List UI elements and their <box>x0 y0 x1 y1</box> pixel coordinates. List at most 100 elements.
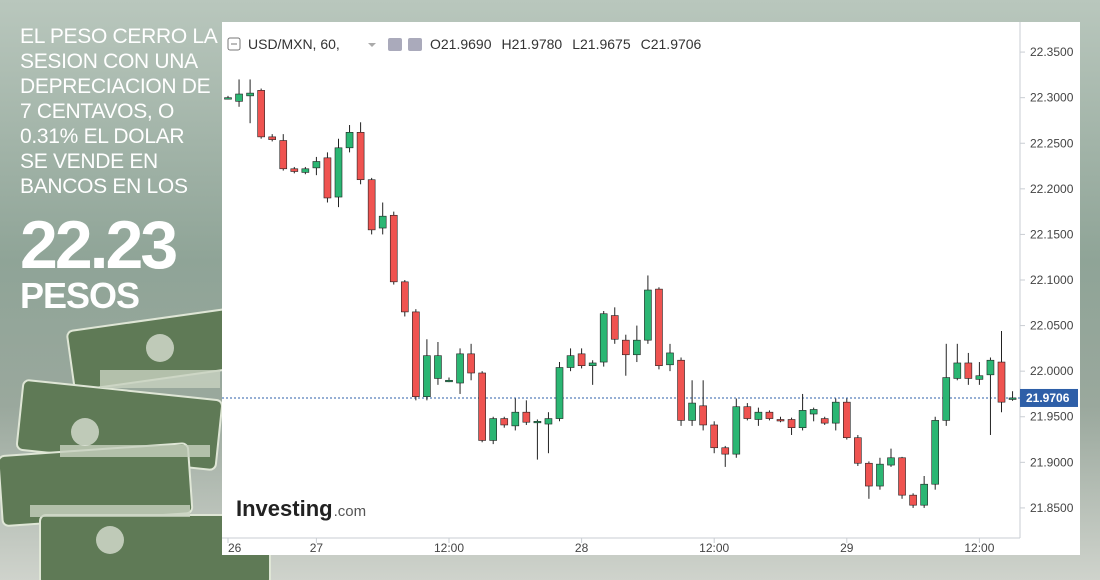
candle-body <box>975 375 984 380</box>
candle-body <box>312 161 321 169</box>
candle-body <box>434 355 442 379</box>
candle-body <box>345 132 354 149</box>
symbol: USD/MXN, 60, <box>248 36 340 52</box>
candle-body <box>699 405 707 426</box>
candle-body <box>633 339 641 356</box>
candle-body <box>898 457 906 496</box>
candle-body <box>423 355 431 397</box>
candle-body <box>577 353 586 366</box>
headline-price: 22.23 <box>20 207 178 283</box>
candle-body <box>445 379 453 383</box>
candle-body <box>522 411 531 423</box>
collapse-button[interactable] <box>227 37 241 51</box>
eye-icon[interactable] <box>388 38 402 51</box>
candle-body <box>931 420 940 485</box>
candle-body <box>666 352 674 366</box>
candle-body <box>655 288 663 366</box>
headline: EL PESO CERRO LA SESION CON UNA DEPRECIACI… <box>20 24 220 315</box>
chart-background <box>222 22 1080 555</box>
candle-body <box>599 313 608 363</box>
candle-body <box>588 362 597 366</box>
candle-body <box>942 377 951 421</box>
candle-body <box>257 90 265 138</box>
settings-icon[interactable] <box>408 38 422 51</box>
x-tick-label: 29 <box>840 541 854 555</box>
candle-body <box>323 157 332 199</box>
candle-body <box>367 179 376 231</box>
candle-body <box>865 462 873 487</box>
dropdown[interactable] <box>368 43 376 47</box>
x-tick-label: 12:00 <box>964 541 994 555</box>
y-tick-label: 21.8500 <box>1030 501 1074 515</box>
candle-body <box>224 97 232 100</box>
headline-line: SESION CON UNA <box>20 50 198 73</box>
headline-line: 7 CENTAVOS, O <box>20 100 175 123</box>
candle-body <box>389 214 398 283</box>
candle-body <box>500 418 509 426</box>
candle-body <box>334 147 343 198</box>
headline-unit: PESOS <box>20 275 140 316</box>
x-tick-label: 27 <box>310 541 324 555</box>
candle-body <box>511 411 520 427</box>
y-tick-label: 22.0000 <box>1030 364 1074 378</box>
x-tick-label: 26 <box>228 541 242 555</box>
candle-body <box>953 362 962 379</box>
candle-body <box>798 410 807 428</box>
headline-line: DEPRECIACION DE <box>20 75 211 98</box>
candle-body <box>787 419 796 428</box>
chart: USD/MXN, 60, Investing .com O21.9690 H21.… <box>222 22 1080 555</box>
candle-body <box>356 132 365 181</box>
candle-body <box>854 437 862 464</box>
candle-body <box>964 362 973 379</box>
candle-body <box>489 418 498 441</box>
candle-body <box>301 168 310 173</box>
y-tick-label: 22.3500 <box>1030 45 1074 59</box>
candle-body <box>842 401 851 439</box>
x-tick-label: 12:00 <box>434 541 464 555</box>
last-price-badge <box>1020 388 1078 407</box>
y-tick-label: 21.9000 <box>1030 455 1074 469</box>
candle-body <box>246 92 254 97</box>
candle-body <box>378 215 387 229</box>
candle-body <box>710 424 719 449</box>
candle-body <box>765 411 774 419</box>
ohlc-label: H21.9780 <box>502 36 563 52</box>
watermark: Investing <box>236 496 333 521</box>
candle-body <box>754 411 763 420</box>
candle-body <box>997 361 1006 403</box>
candle-body <box>776 419 785 422</box>
last-price-label: 21.9706 <box>1026 391 1070 405</box>
x-tick-label: 12:00 <box>699 541 729 555</box>
y-tick-label: 22.2000 <box>1030 182 1074 196</box>
candle-body <box>478 372 486 441</box>
candle-body <box>566 355 575 368</box>
candle-body <box>456 353 464 384</box>
headline-line: EL PESO CERRO LA <box>20 25 218 48</box>
candle-body <box>920 483 928 506</box>
candle-body <box>544 418 553 425</box>
candle-body <box>809 409 818 415</box>
x-tick-label: 28 <box>575 541 589 555</box>
y-tick-label: 22.3000 <box>1030 91 1074 105</box>
candle-body <box>268 136 277 140</box>
ohlc-label: L21.9675 <box>572 36 631 52</box>
candle-body <box>887 457 895 466</box>
candle-body <box>732 406 741 455</box>
y-tick-label: 22.2500 <box>1030 136 1074 150</box>
candle-body <box>986 359 995 376</box>
candle-body <box>412 311 420 397</box>
candle-body <box>909 494 917 506</box>
candle-body <box>688 402 696 421</box>
ohlc-label: O21.9690 <box>430 36 492 52</box>
watermark-suffix: .com <box>334 503 367 520</box>
candle-body <box>721 447 730 455</box>
candle-body <box>876 463 884 487</box>
candle-body <box>621 339 630 356</box>
headline-line: SE VENDE EN <box>20 150 158 173</box>
candle-body <box>279 140 288 170</box>
candle-body <box>401 281 409 313</box>
candle-body <box>644 289 652 341</box>
y-tick-label: 22.1500 <box>1030 227 1074 241</box>
candle-body <box>743 406 752 419</box>
